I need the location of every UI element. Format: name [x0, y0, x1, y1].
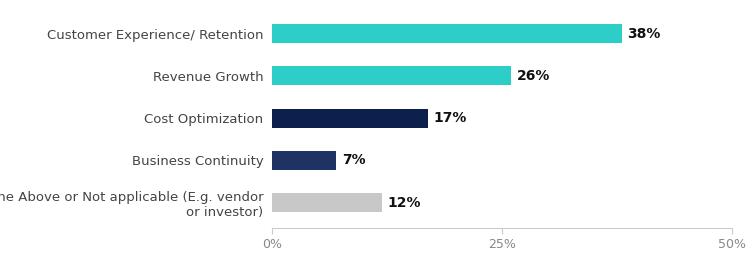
Text: 7%: 7% — [342, 153, 365, 167]
Bar — [272, 151, 336, 170]
Text: 38%: 38% — [627, 27, 661, 41]
Text: 26%: 26% — [517, 69, 550, 83]
Bar — [272, 193, 382, 212]
Bar — [272, 24, 622, 43]
Bar — [272, 109, 428, 128]
Text: 17%: 17% — [434, 111, 467, 125]
Text: 12%: 12% — [388, 196, 421, 210]
Bar — [272, 66, 511, 85]
